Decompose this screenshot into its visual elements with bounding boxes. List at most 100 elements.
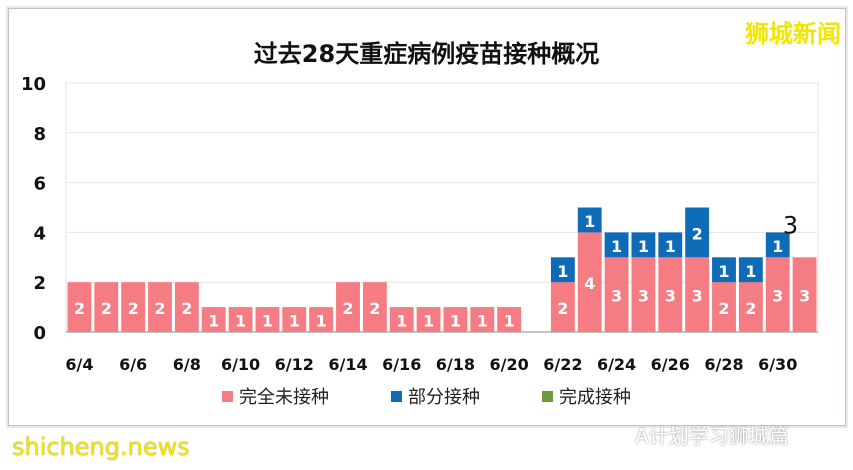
- data-label: 2: [154, 299, 165, 318]
- legend-swatch: [542, 390, 553, 402]
- bar-segment: [121, 282, 146, 332]
- data-label: 1: [477, 312, 488, 331]
- x-tick-label: 6/20: [490, 355, 529, 374]
- data-label: 2: [181, 299, 192, 318]
- legend-label: 完成接种: [559, 387, 631, 408]
- brand-logo: 狮城新闻: [745, 20, 841, 48]
- data-label: 2: [369, 299, 380, 318]
- bar-segment: [738, 282, 763, 332]
- bar-segment: [577, 232, 602, 332]
- bar-segment: [712, 257, 736, 283]
- bar-segment: [336, 282, 360, 332]
- bar-segment: [685, 207, 710, 258]
- bar-segment: [765, 257, 790, 332]
- bar-segment: [309, 307, 334, 332]
- data-label: 2: [128, 299, 139, 318]
- y-tick-label: 0: [33, 323, 46, 344]
- y-tick-label: 6: [33, 174, 46, 195]
- bar-segment: [282, 307, 307, 332]
- data-label: 1: [208, 312, 219, 331]
- x-tick-label: 6/30: [758, 355, 797, 374]
- legend-label: 部分接种: [408, 387, 480, 408]
- data-label: 1: [504, 312, 515, 331]
- annotation: 3: [783, 211, 798, 239]
- x-tick-label: 6/24: [597, 355, 636, 374]
- data-label: 2: [745, 299, 756, 318]
- data-label: 2: [74, 299, 85, 318]
- legend-item: 完成接种: [542, 383, 631, 409]
- data-label: 1: [450, 312, 461, 331]
- data-label: 2: [101, 299, 112, 318]
- bar-segment: [658, 232, 683, 258]
- data-label: 3: [799, 287, 810, 306]
- data-label: 3: [665, 287, 676, 306]
- y-tick-label: 10: [21, 74, 46, 95]
- bar-segment: [604, 232, 629, 258]
- data-label: 1: [557, 262, 568, 281]
- x-tick-label: 6/10: [221, 355, 260, 374]
- legend-swatch: [391, 390, 402, 402]
- bar-segment: [550, 282, 575, 332]
- data-label: 1: [611, 237, 622, 256]
- data-label: 3: [638, 287, 649, 306]
- bar-segment: [255, 307, 280, 332]
- data-label: 1: [262, 312, 273, 331]
- bar-segment: [228, 307, 253, 332]
- legend-item: 部分接种: [391, 383, 480, 409]
- bar-segment: [792, 257, 817, 332]
- data-label: 1: [718, 262, 729, 281]
- bar-segment: [201, 307, 226, 332]
- chart-title: 过去28天重症病例疫苗接种概况: [253, 40, 600, 68]
- bar-segment: [631, 257, 656, 332]
- data-label: 1: [423, 312, 434, 331]
- data-label: 2: [718, 299, 729, 318]
- bar-segment: [497, 307, 522, 332]
- data-label: 3: [772, 287, 783, 306]
- data-label: 1: [235, 312, 246, 331]
- data-label: 2: [342, 299, 353, 318]
- data-label: 1: [772, 237, 783, 256]
- x-tick-label: 6/22: [543, 355, 582, 374]
- bar-segment: [604, 257, 629, 332]
- bar-segment: [389, 307, 414, 332]
- data-label: 2: [557, 299, 568, 318]
- bar-segment: [658, 257, 683, 332]
- data-label: 4: [584, 274, 595, 293]
- bar-segment: [67, 282, 92, 332]
- watermark: shicheng.news: [12, 433, 190, 461]
- bar-segment: [631, 232, 656, 258]
- data-label: 1: [665, 237, 676, 256]
- x-tick-label: 6/12: [275, 355, 314, 374]
- bar-segment: [550, 257, 575, 283]
- bar-segment: [443, 307, 468, 332]
- x-tick-label: 6/14: [328, 355, 367, 374]
- x-tick-label: 6/26: [651, 355, 690, 374]
- data-label: 3: [611, 287, 622, 306]
- bar-segment: [362, 282, 387, 332]
- bar-segment: [738, 257, 763, 283]
- y-tick-label: 4: [33, 223, 46, 244]
- data-label: 1: [396, 312, 407, 331]
- bar-segment: [94, 282, 119, 332]
- data-label: 1: [316, 312, 327, 331]
- chart-frame: [8, 8, 846, 426]
- data-label: 1: [584, 212, 595, 231]
- bar-segment: [416, 307, 441, 332]
- bar-segment: [148, 282, 172, 332]
- x-tick-label: 6/8: [173, 355, 201, 374]
- bar-segment: [174, 282, 199, 332]
- bar-segment: [685, 257, 710, 332]
- legend-swatch: [222, 390, 233, 402]
- bar-segment: [470, 307, 495, 332]
- wechat-watermark: A计划学习狮城篇: [635, 424, 789, 448]
- y-tick-label: 2: [33, 273, 46, 294]
- bar-segment: [765, 232, 790, 258]
- legend-label: 完全未接种: [239, 387, 329, 408]
- x-tick-label: 6/6: [119, 355, 147, 374]
- data-label: 1: [745, 262, 756, 281]
- x-tick-label: 6/4: [65, 355, 93, 374]
- data-label: 1: [289, 312, 300, 331]
- data-label: 1: [638, 237, 649, 256]
- y-tick-label: 8: [33, 124, 46, 145]
